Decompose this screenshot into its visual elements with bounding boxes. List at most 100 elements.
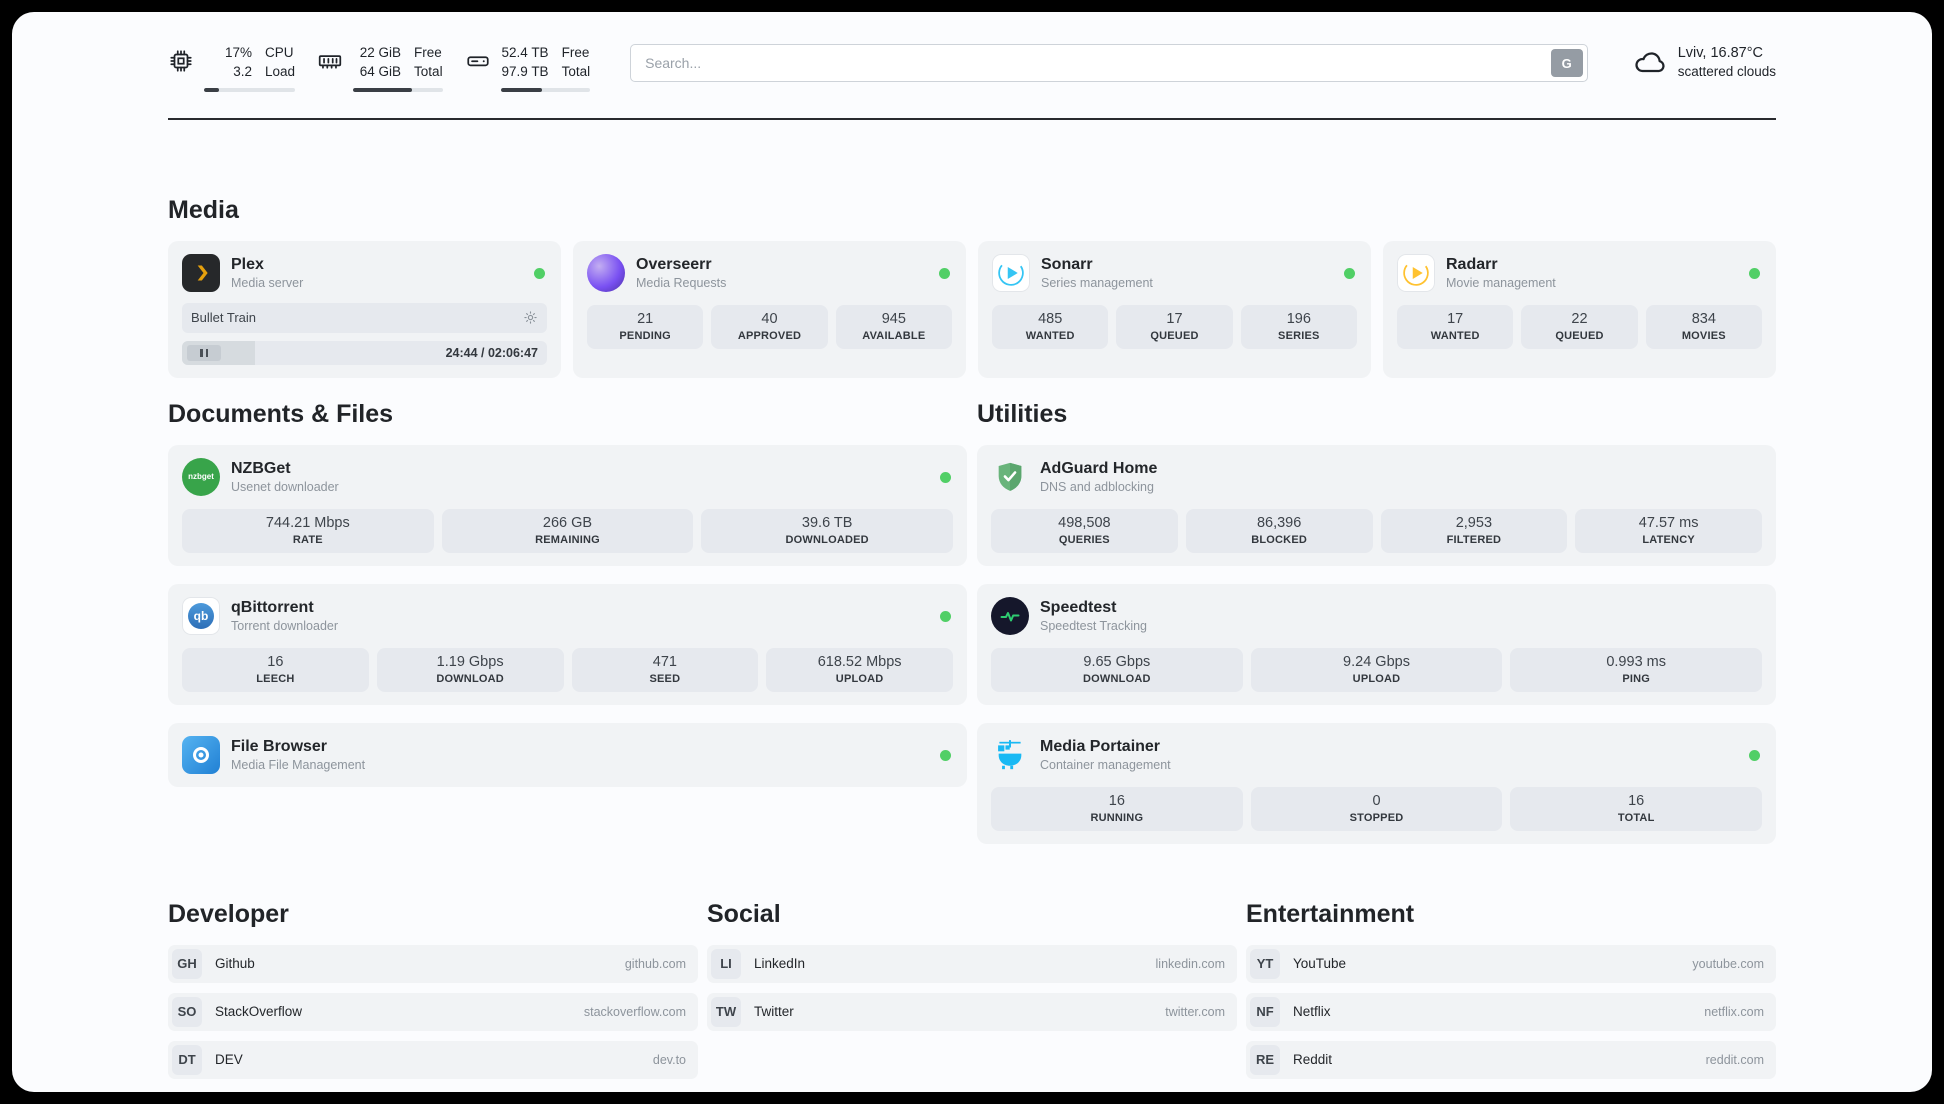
dashboard-surface: 17% 3.2 CPU Load [12,12,1932,1092]
stat-value: 47.57 ms [1638,514,1699,531]
stat-value: 945 [881,310,906,327]
section-title-social: Social [707,899,781,928]
bookmark-badge: SO [172,996,202,1027]
app-card-nzbget[interactable]: nzbget NZBGet Usenet downloader 744.21 M… [168,444,967,566]
stat-box: 16 LEECH [182,647,369,692]
stat-label: UPLOAD [835,672,884,685]
stat-box: 196 SERIES [1240,304,1357,349]
app-card-filebrowser[interactable]: File Browser Media File Management [168,722,967,787]
stat-value: 40 [761,310,778,327]
cpu-icon [168,48,194,74]
stat-label: RATE [292,533,323,546]
app-card-qbittorrent[interactable]: qb qBittorrent Torrent downloader 16 LEE… [168,583,967,705]
bookmark-name: Twitter [754,1004,794,1020]
stat-value: 16 [267,653,284,670]
bookmark-stackoverflow[interactable]: SO StackOverflow stackoverflow.com [168,992,698,1031]
stat-label: DOWNLOAD [1083,672,1151,685]
weather-condition: scattered clouds [1677,64,1776,79]
stat-label: APPROVED [737,329,802,342]
stat-value: 471 [652,653,677,670]
stat-label: UPLOAD [1352,672,1401,685]
cloud-icon [1632,44,1668,80]
bookmark-netflix[interactable]: NF Netflix netflix.com [1246,992,1776,1031]
bookmark-name: LinkedIn [754,956,806,972]
stat-label: AVAILABLE [862,329,926,342]
app-subtitle: Media Requests [636,275,727,290]
nzbget-icon-text: nzbget [188,472,214,482]
app-name: AdGuard Home [1040,459,1158,477]
bookmark-linkedin[interactable]: LI LinkedIn linkedin.com [707,944,1237,983]
stat-box: 834 MOVIES [1645,304,1762,349]
stat-label: PENDING [619,329,671,342]
overseerr-icon [587,253,625,292]
bookmark-name: DEV [215,1052,243,1068]
header: 17% 3.2 CPU Load [168,12,1776,92]
stat-label: RUNNING [1090,811,1144,824]
bookmark-url: dev.to [652,1052,686,1067]
app-card-adguard[interactable]: AdGuard Home DNS and adblocking 498,508 … [977,444,1776,566]
bookmark-url: stackoverflow.com [583,1004,686,1019]
app-card-sonarr[interactable]: Sonarr Series management 485 WANTED 17 Q… [978,240,1371,378]
stat-value: 17 [1447,310,1464,327]
bookmark-github[interactable]: GH Github github.com [168,944,698,983]
stat-value: 485 [1038,310,1063,327]
stat-box: 0 STOPPED [1250,786,1503,831]
stat-label: SERIES [1278,329,1320,342]
stat-label: WANTED [1430,329,1480,342]
app-card-overseerr[interactable]: Overseerr Media Requests 21 PENDING 40 A… [573,240,966,378]
app-subtitle: Movie management [1446,275,1556,290]
documents-column: Documents & Files nzbget NZBGet Usenet d… [168,400,967,844]
bookmark-badge: RE [1250,1044,1280,1075]
social-column: Social LI LinkedIn linkedin.com TW Twitt… [707,900,1237,1089]
pause-button[interactable] [187,344,221,361]
disk-value-2: 97.9 TB [501,63,549,79]
app-name: Media Portainer [1040,737,1161,755]
stat-label: REMAINING [535,533,600,546]
section-title-documents: Documents & Files [168,399,394,428]
stat-label: LATENCY [1642,533,1695,546]
bookmark-reddit[interactable]: RE Reddit reddit.com [1246,1040,1776,1079]
bookmark-url: netflix.com [1704,1004,1764,1019]
stat-label: QUERIES [1058,533,1110,546]
bookmark-twitter[interactable]: TW Twitter twitter.com [707,992,1237,1031]
player-progress-row[interactable]: 24:44 / 02:06:47 [182,340,547,365]
developer-column: Developer GH Github github.com SO StackO… [168,900,698,1089]
stat-label: PING [1622,672,1651,685]
ram-icon [317,48,343,74]
search-input[interactable] [630,44,1588,82]
bookmark-url: github.com [624,956,686,971]
app-card-radarr[interactable]: Radarr Movie management 17 WANTED 22 QUE… [1383,240,1776,378]
app-name: qBittorrent [231,598,314,616]
stat-value: 266 GB [542,514,593,531]
bookmark-dev[interactable]: DT DEV dev.to [168,1040,698,1079]
app-card-portainer[interactable]: Media Portainer Container management 16 … [977,722,1776,844]
portainer-icon [991,736,1029,774]
weather-widget[interactable]: Lviv, 16.87°C scattered clouds [1632,44,1776,80]
disk-widget: 52.4 TB 97.9 TB Free Total [465,44,591,92]
stat-label: LEECH [256,672,295,685]
stat-value: 744.21 Mbps [265,514,350,531]
app-subtitle: Series management [1041,275,1153,290]
status-dot [1749,267,1760,279]
cpu-progress-bar [204,87,296,92]
stat-box: 1.19 Gbps DOWNLOAD [376,647,564,692]
app-name: Plex [231,255,264,273]
gear-icon[interactable] [523,310,538,325]
header-divider [168,117,1776,120]
bookmark-youtube[interactable]: YT YouTube youtube.com [1246,944,1776,983]
nzbget-icon: nzbget [182,457,220,496]
app-card-speedtest[interactable]: Speedtest Speedtest Tracking 9.65 Gbps D… [977,583,1776,705]
cpu-value-2: 3.2 [233,63,252,79]
bookmark-name: Github [215,956,255,972]
status-dot [940,471,951,483]
search-engine-button[interactable]: G [1550,49,1583,77]
bookmark-url: youtube.com [1692,956,1764,971]
stat-box: 22 QUEUED [1521,304,1638,349]
stat-value: 16 [1628,792,1645,809]
app-card-plex[interactable]: Plex Media server Bullet Train [168,240,561,378]
stat-label: DOWNLOAD [436,672,504,685]
stat-label: QUEUED [1150,329,1199,342]
bookmark-badge: NF [1250,996,1280,1027]
stat-value: 196 [1286,310,1311,327]
